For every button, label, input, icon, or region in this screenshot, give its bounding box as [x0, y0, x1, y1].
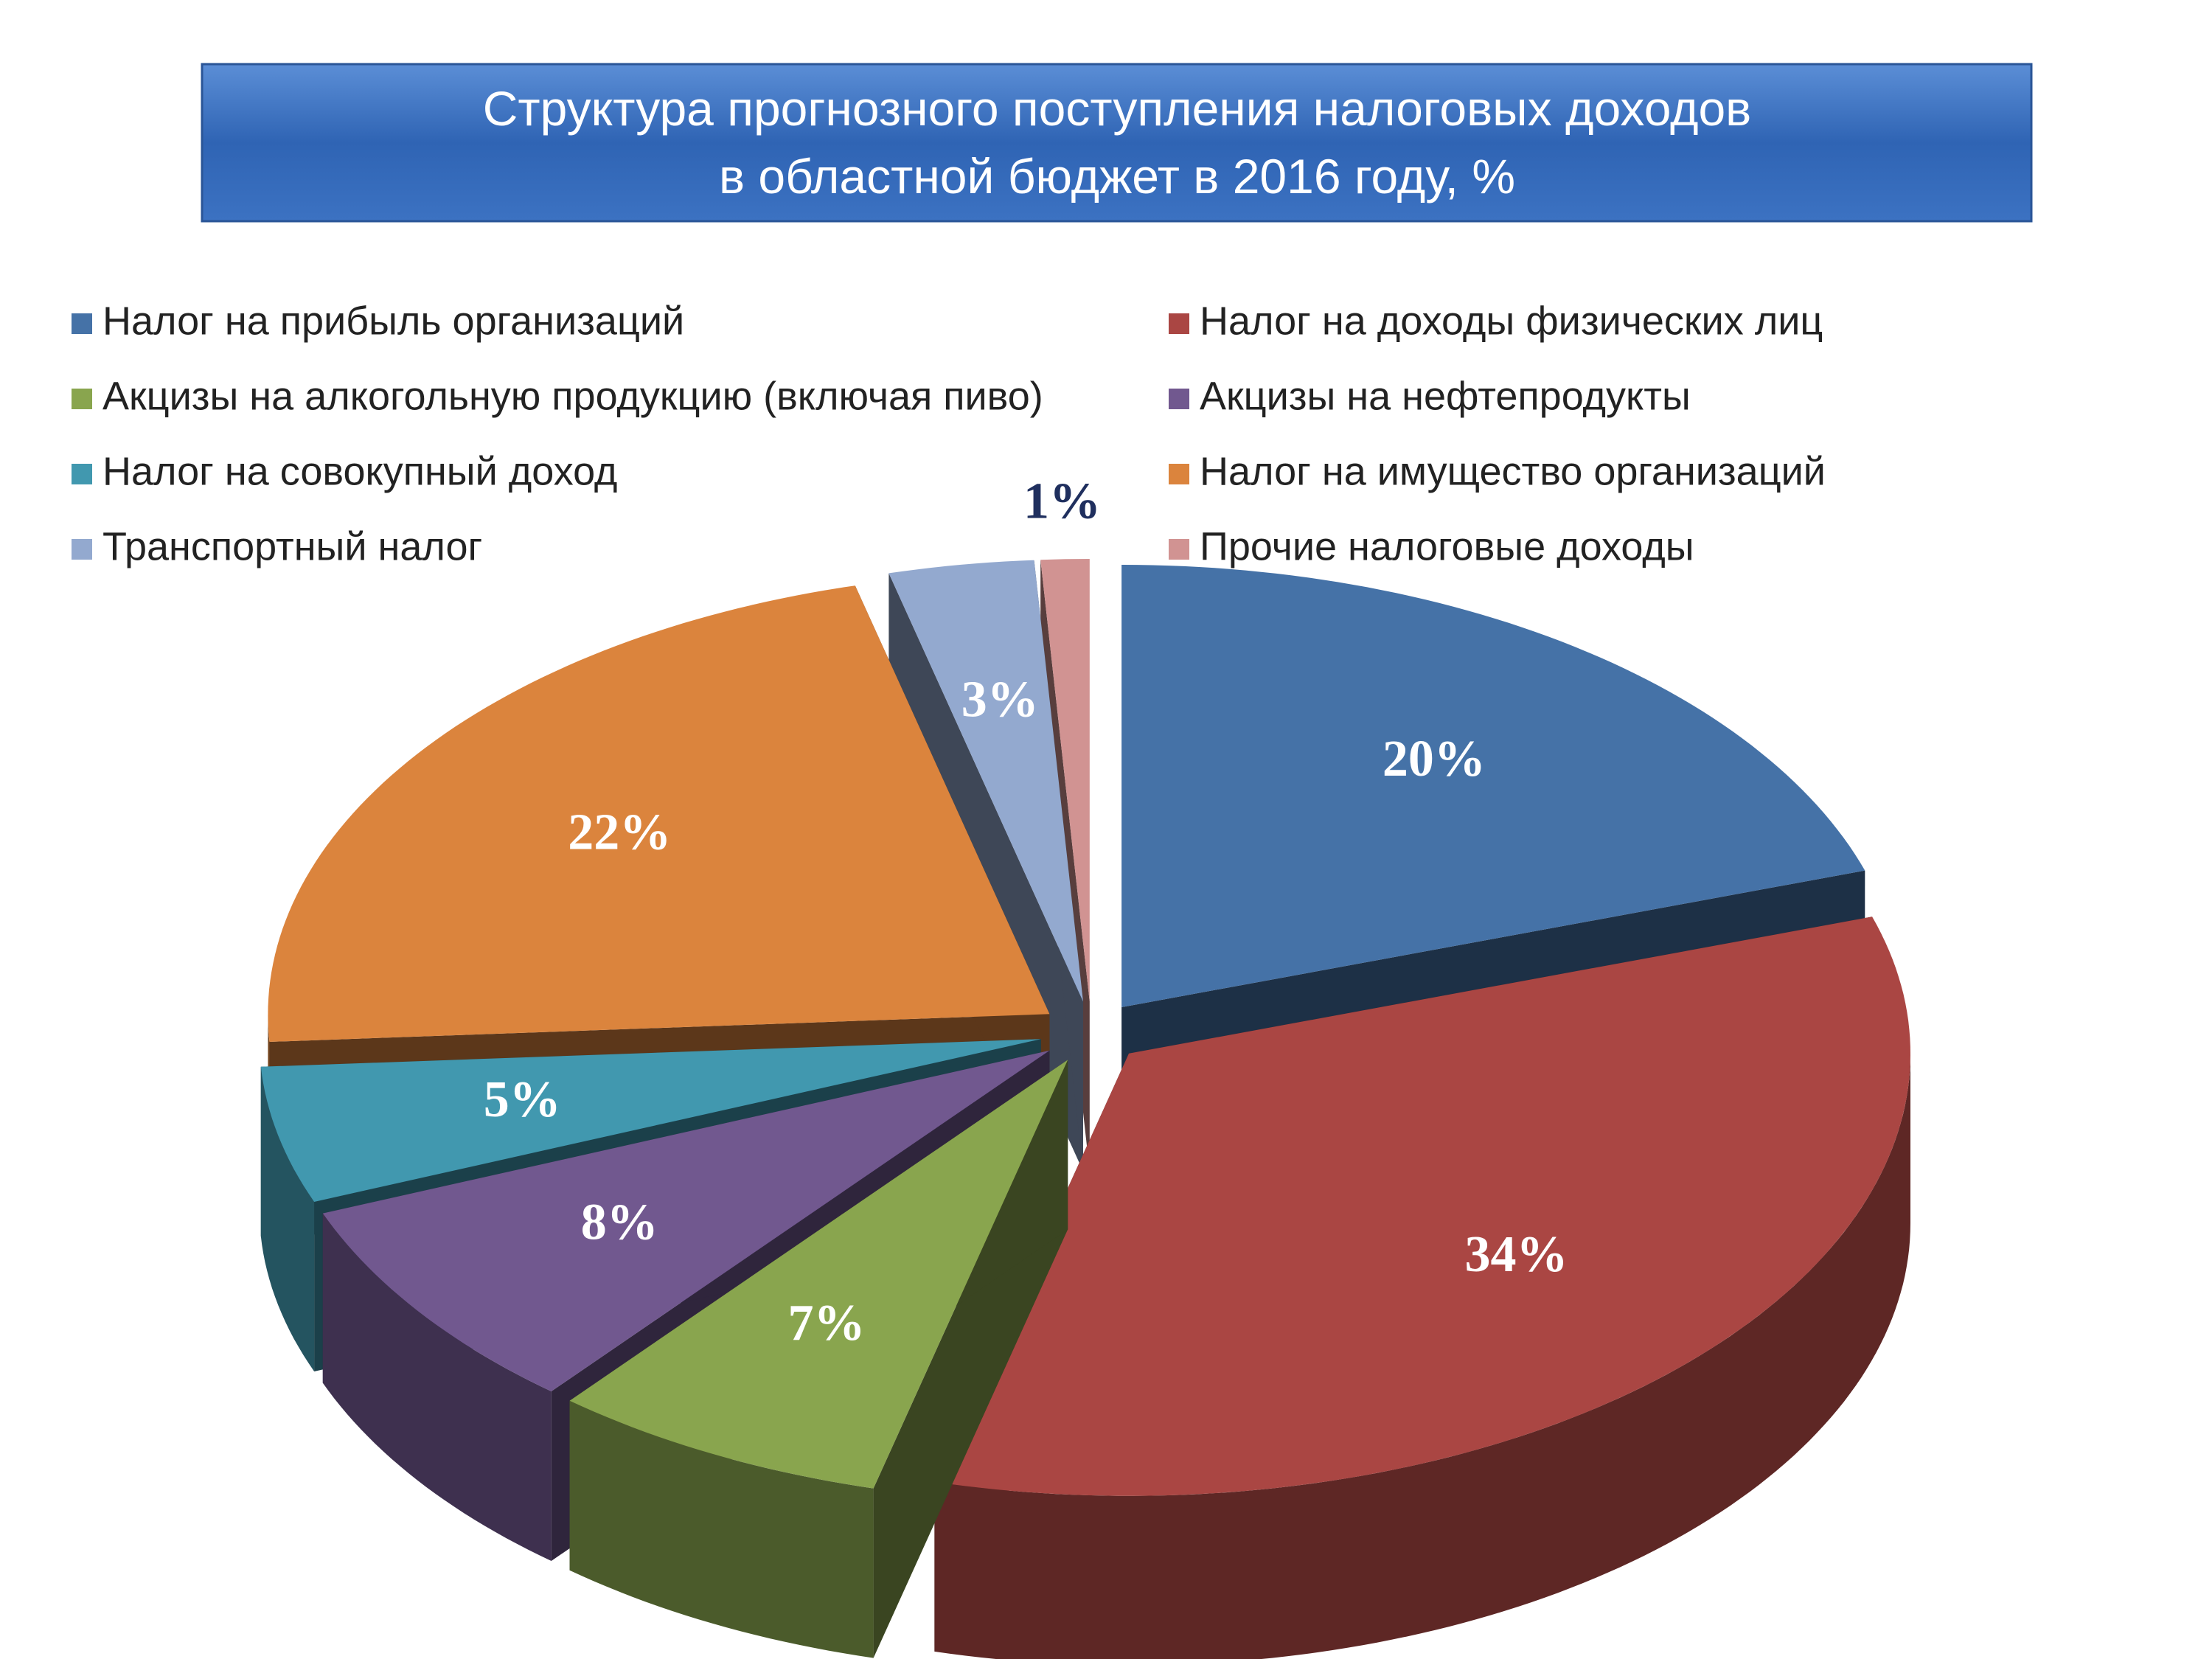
data-label: 7%	[787, 1295, 865, 1352]
slice	[934, 917, 1910, 1659]
slice	[569, 1060, 1068, 1658]
legend-swatch	[1169, 313, 1189, 334]
legend-label: Налог на доходы физических лиц	[1200, 299, 1823, 343]
slice	[934, 917, 1910, 1496]
legend-swatch	[1169, 539, 1189, 560]
legend-label: Транспортный налог	[102, 524, 482, 568]
slice	[260, 1039, 1041, 1202]
data-label: 5%	[484, 1071, 561, 1128]
legend-swatch	[72, 389, 92, 409]
data-label: 20%	[1382, 731, 1486, 787]
slice	[268, 585, 1050, 1042]
data-label: 34%	[1464, 1226, 1568, 1283]
slice	[1121, 565, 1865, 1007]
slice	[569, 1060, 1068, 1489]
legend-swatch	[72, 464, 92, 484]
legend-swatch	[1169, 389, 1189, 409]
legend-label: Акцизы на нефтепродукты	[1200, 374, 1691, 418]
legend-swatch	[72, 539, 92, 560]
legend-swatch	[1169, 464, 1189, 484]
data-label: 8%	[581, 1194, 658, 1251]
slice	[1040, 559, 1090, 1001]
slice-wall	[569, 1400, 874, 1658]
legend-label: Акцизы на алкогольную продукцию (включая…	[102, 374, 1043, 418]
legend-swatch	[72, 313, 92, 334]
data-label: 22%	[568, 804, 671, 861]
legend-label: Налог на имущество организаций	[1200, 449, 1826, 493]
title-box	[201, 63, 2033, 223]
legend-label: Прочие налоговые доходы	[1200, 524, 1694, 568]
slice-wall	[260, 1066, 315, 1371]
legend-label: Налог на совокупный доход	[102, 449, 617, 493]
chart-title: в областной бюджет в 2016 году, %	[719, 149, 1515, 204]
data-label: 1%	[1023, 473, 1101, 529]
slice	[888, 560, 1083, 1002]
data-label: 3%	[961, 672, 1039, 728]
legend-label: Налог на прибыль организаций	[102, 299, 684, 343]
slice	[322, 1050, 1050, 1391]
slice-wall	[934, 1053, 1910, 1659]
slice-wall	[322, 1213, 552, 1561]
chart-title: Структура прогнозного поступления налого…	[483, 81, 1751, 136]
